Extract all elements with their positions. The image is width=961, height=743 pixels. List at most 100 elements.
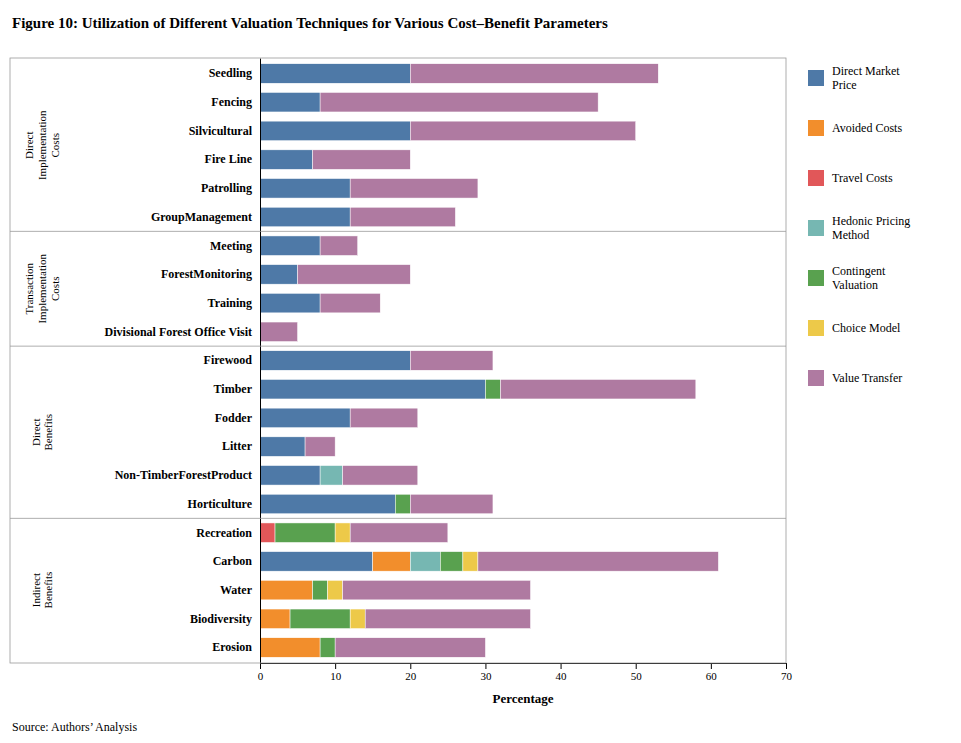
legend-item: Direct MarketPrice bbox=[808, 64, 900, 92]
legend-swatch bbox=[808, 120, 824, 136]
bars bbox=[260, 64, 718, 658]
legend-label: Value Transfer bbox=[832, 371, 902, 385]
bar bbox=[440, 552, 463, 572]
legend-item: Hedonic PricingMethod bbox=[808, 214, 910, 242]
y-tick: ForestMonitoring bbox=[161, 267, 260, 281]
legend-label-line: Travel Costs bbox=[832, 171, 893, 185]
category-label: Horticulture bbox=[188, 497, 253, 511]
y-tick: Meeting bbox=[210, 239, 260, 253]
y-tick: Patrolling bbox=[201, 181, 260, 195]
bar bbox=[290, 609, 350, 629]
x-tick-label: 0 bbox=[258, 670, 264, 682]
group-label: TransactionImplementationCosts bbox=[23, 253, 60, 323]
x-tick: 60 bbox=[706, 663, 718, 682]
legend-swatch bbox=[808, 220, 824, 236]
bar bbox=[260, 207, 350, 227]
legend-swatch bbox=[808, 370, 824, 386]
legend-label-line: Valuation bbox=[832, 278, 878, 292]
bar bbox=[343, 466, 418, 486]
bar bbox=[260, 466, 320, 486]
bar bbox=[260, 494, 395, 514]
legend-label: ContingentValuation bbox=[832, 264, 886, 292]
bar bbox=[260, 609, 290, 629]
group-label-line: Implementation bbox=[36, 253, 48, 323]
x-tick-label: 50 bbox=[631, 670, 643, 682]
bar bbox=[500, 379, 695, 399]
bar bbox=[478, 552, 718, 572]
group-label-line: Direct bbox=[23, 132, 35, 159]
bar bbox=[410, 121, 635, 141]
bar bbox=[260, 236, 320, 256]
x-tick-mark bbox=[786, 663, 787, 669]
bar bbox=[350, 523, 448, 543]
bar bbox=[260, 580, 313, 600]
x-tick-mark bbox=[636, 663, 637, 669]
category-label: Fodder bbox=[215, 411, 253, 425]
legend-item: Choice Model bbox=[808, 320, 901, 336]
bar bbox=[343, 580, 531, 600]
bar bbox=[320, 293, 380, 313]
bar bbox=[260, 351, 410, 371]
x-tick-label: 20 bbox=[405, 670, 417, 682]
bar bbox=[260, 150, 313, 170]
category-label: Biodiversity bbox=[190, 612, 252, 626]
x-tick-label: 70 bbox=[781, 670, 793, 682]
bar bbox=[305, 437, 335, 457]
x-tick: 10 bbox=[330, 663, 342, 682]
bar bbox=[260, 121, 410, 141]
y-tick: GroupManagement bbox=[151, 210, 260, 224]
bar bbox=[313, 150, 411, 170]
x-tick-mark bbox=[711, 663, 712, 669]
bar bbox=[410, 552, 440, 572]
y-axis: SeedlingFencingSilviculturalFire LinePat… bbox=[105, 59, 261, 664]
bar bbox=[485, 379, 500, 399]
bar bbox=[320, 466, 343, 486]
category-label: Training bbox=[208, 296, 252, 310]
group-label-line: Costs bbox=[49, 277, 61, 301]
bar bbox=[275, 523, 335, 543]
group-label: DirectImplementationCosts bbox=[23, 110, 60, 180]
series-bars bbox=[260, 64, 718, 658]
bar bbox=[260, 293, 320, 313]
bar bbox=[260, 523, 275, 543]
x-axis-title: Percentage bbox=[492, 691, 553, 706]
bar bbox=[320, 236, 358, 256]
legend-label-line: Direct Market bbox=[832, 64, 900, 78]
group-separator bbox=[10, 231, 786, 232]
legend-label: Choice Model bbox=[832, 321, 901, 335]
bar bbox=[410, 494, 493, 514]
bar bbox=[260, 179, 350, 199]
bar bbox=[260, 322, 298, 342]
legend-item: ContingentValuation bbox=[808, 264, 886, 292]
legend-label-line: Price bbox=[832, 78, 857, 92]
bar bbox=[320, 638, 335, 658]
y-tick: Litter bbox=[222, 439, 260, 453]
y-tick: Fire Line bbox=[205, 152, 260, 166]
chart: Figure 10: Utilization of Different Valu… bbox=[0, 0, 961, 743]
category-label: Litter bbox=[222, 439, 253, 453]
bar bbox=[373, 552, 411, 572]
category-label: ForestMonitoring bbox=[161, 267, 252, 281]
group-separator bbox=[10, 346, 786, 347]
bar bbox=[335, 523, 350, 543]
category-label: Fire Line bbox=[205, 152, 253, 166]
y-tick: Silvicultural bbox=[189, 124, 260, 138]
legend-item: Travel Costs bbox=[808, 170, 893, 186]
legend-swatch bbox=[808, 70, 824, 86]
bar bbox=[350, 207, 455, 227]
category-label: Recreation bbox=[196, 526, 252, 540]
x-tick-mark bbox=[561, 663, 562, 669]
y-tick: Biodiversity bbox=[190, 612, 260, 626]
group-label-line: Costs bbox=[49, 133, 61, 157]
x-tick-mark bbox=[335, 663, 336, 669]
x-axis-line bbox=[261, 664, 787, 670]
bar bbox=[260, 437, 305, 457]
legend: Direct MarketPriceAvoided CostsTravel Co… bbox=[808, 64, 910, 386]
bar bbox=[395, 494, 410, 514]
bar bbox=[410, 351, 493, 371]
group-label-line: Direct bbox=[30, 419, 42, 446]
plot: 010203040506070SeedlingFencingSilvicultu… bbox=[105, 59, 793, 707]
bar bbox=[320, 92, 598, 112]
x-tick: 20 bbox=[405, 663, 417, 682]
group-label-line: Benefits bbox=[42, 572, 54, 609]
